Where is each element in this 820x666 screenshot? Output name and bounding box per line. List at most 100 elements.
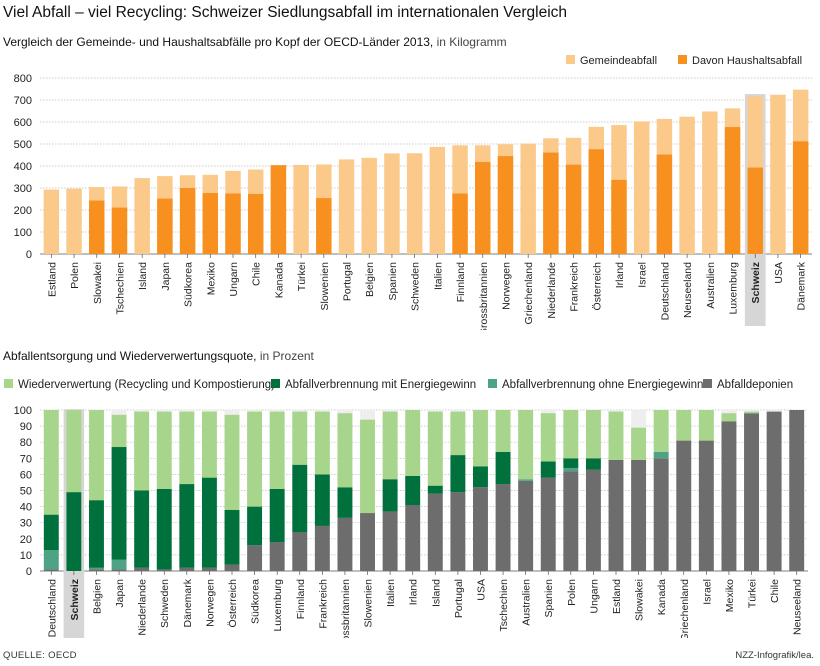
chart2-unit: in Prozent [259,349,314,363]
legend-label-verbrennung-ohne-energie: Abfallverbrennung ohne Energiegewinn [502,379,703,391]
x-tick-label: Slowenien [363,579,375,628]
bar-recycling-slowakei [631,427,647,460]
bar-verbrennung-mit-energie-norwegen [201,477,217,568]
bar-haushaltsabfall-daenemark [792,141,809,254]
x-tick-label: Griechenland [679,579,691,638]
bar-recycling-grossbritannien [337,413,353,488]
x-tick-label: Portugal [342,262,354,301]
bar-haushaltsabfall-frankreich [565,164,582,254]
bar-gemeindeabfall-polen [66,188,82,254]
bar-recycling-usa [473,410,488,467]
x-tick-label: Südkorea [250,579,262,624]
bar-verbrennung-mit-energie-suedkorea [247,506,263,546]
y-tick-label: 80 [20,437,32,449]
x-tick-label: USA [773,262,785,284]
legend-label-gemeindeabfall: Gemeindeabfall [580,55,657,67]
x-tick-label: Italien [385,579,397,607]
x-tick-label: Spanien [387,262,399,301]
bar-verbrennung-mit-energie-tschechien [495,451,511,485]
bar-deponie-slowenien [360,513,375,571]
bar-haushaltsabfall-slowenien [316,198,332,254]
credit-note: NZZ-Infografik/lea. [735,650,814,661]
bar-gemeindeabfall-israel [633,121,650,254]
bar-haushaltsabfall-ungarn [225,193,241,254]
x-tick-label: Kanada [273,262,285,298]
y-tick-label: 0 [26,249,32,261]
bar-recycling-australien [518,410,534,480]
x-tick-label: Israel [701,579,713,605]
legend-label-deponie: Abfalldeponien [717,379,793,391]
legend-swatch-gemeindeabfall [566,55,575,64]
x-tick-label: Neuseeland [792,579,804,635]
bar-deponie-irland [405,504,421,571]
x-tick-label: Südkorea [183,262,195,307]
bar-deponie-luxemburg [269,542,285,571]
source-note: QUELLE: OECD [3,650,77,661]
bar-verbrennung-ohne-energie-australien [518,479,534,481]
chart1-title: Vergleich der Gemeinde- und Haushaltsabf… [3,35,434,49]
chart1-subtitle: Vergleich der Gemeinde- und Haushaltsabf… [3,35,507,49]
bar-recycling-luxemburg [269,411,285,489]
x-tick-label: Belgien [364,262,376,297]
x-tick-label: Luxemburg [272,579,284,632]
x-tick-label: Island [137,262,149,290]
chart2-subtitle: Abfallentsorgung und Wiederverwertungsqu… [3,349,314,363]
x-tick-label: Schweden [410,262,422,311]
bar-recycling-mexiko [721,413,737,422]
bar-deponie-israel [698,440,714,571]
bar-deponie-mexiko [721,421,737,571]
bar-gemeindeabfall-portugal [338,159,355,254]
x-tick-label: Estland [46,262,58,297]
x-tick-label: Irland [408,579,420,605]
bar-deponie-portugal [450,492,466,571]
bar-verbrennung-mit-energie-irland [405,476,421,505]
bar-deponie-estland [608,459,624,571]
bar-recycling-portugal [450,411,466,456]
bar-recycling-ungarn [585,410,601,459]
bar-gemeindeabfall-usa [770,94,786,254]
bar-verbrennung-mit-energie-grossbritannien [337,487,353,518]
bar-verbrennung-ohne-energie-japan [111,559,127,570]
x-tick-label: Australien [705,262,717,309]
x-tick-label: Polen [566,579,578,606]
y-tick-label: 800 [14,73,32,85]
bar-deponie-spanien [540,477,556,571]
bar-recycling-schweden [156,411,172,489]
x-tick-label: Belgien [91,579,103,614]
bar-verbrennung-mit-energie-schweiz [66,492,82,571]
bar-deponie-niederlande [134,567,150,571]
x-tick-label: Schweiz [69,579,81,620]
y-tick-label: 600 [14,117,32,129]
x-tick-label: Niederlande [546,262,558,319]
bar-haushaltsabfall-deutschland [656,154,673,254]
x-tick-label: Slowakei [92,262,104,304]
bar-gemeindeabfall-schweden [406,153,423,254]
legend-swatch-verbrennung-mit-energie [271,379,280,388]
bar-deponie-daenemark [179,567,195,571]
bar-gemeindeabfall-griechenland [520,143,536,254]
bar-haushaltsabfall-finnland [452,193,468,254]
legend-swatch-recycling [4,379,13,388]
bar-deponie-griechenland [676,440,692,571]
bar-recycling-niederlande [134,411,150,491]
bar-deponie-australien [518,480,534,571]
bar-recycling-tschechien [495,410,511,452]
x-tick-label: Portugal [453,579,465,618]
bar-haushaltsabfall-norwegen [497,156,514,254]
x-tick-label: Türkei [296,262,308,291]
bar-verbrennung-mit-energie-deutschland [43,514,59,551]
x-tick-label: Grossbritannien [478,262,490,330]
x-tick-label: Chile [769,579,781,603]
bar-gemeindeabfall-neuseeland [679,116,695,254]
x-tick-label: Norwegen [500,262,512,310]
y-tick-label: 10 [20,550,32,562]
bar-verbrennung-mit-energie-portugal [450,455,466,493]
bar-verbrennung-mit-energie-island [427,485,443,494]
legend-label-recycling: Wiederverwertung (Recycling und Komposti… [18,379,275,391]
bar-recycling-kanada [653,410,669,452]
x-tick-label: Mexiko [205,262,217,295]
y-tick-label: 500 [14,139,32,151]
x-tick-label: Japan [114,579,126,608]
x-tick-label: USA [475,579,487,601]
x-tick-label: Tschechien [114,262,126,315]
